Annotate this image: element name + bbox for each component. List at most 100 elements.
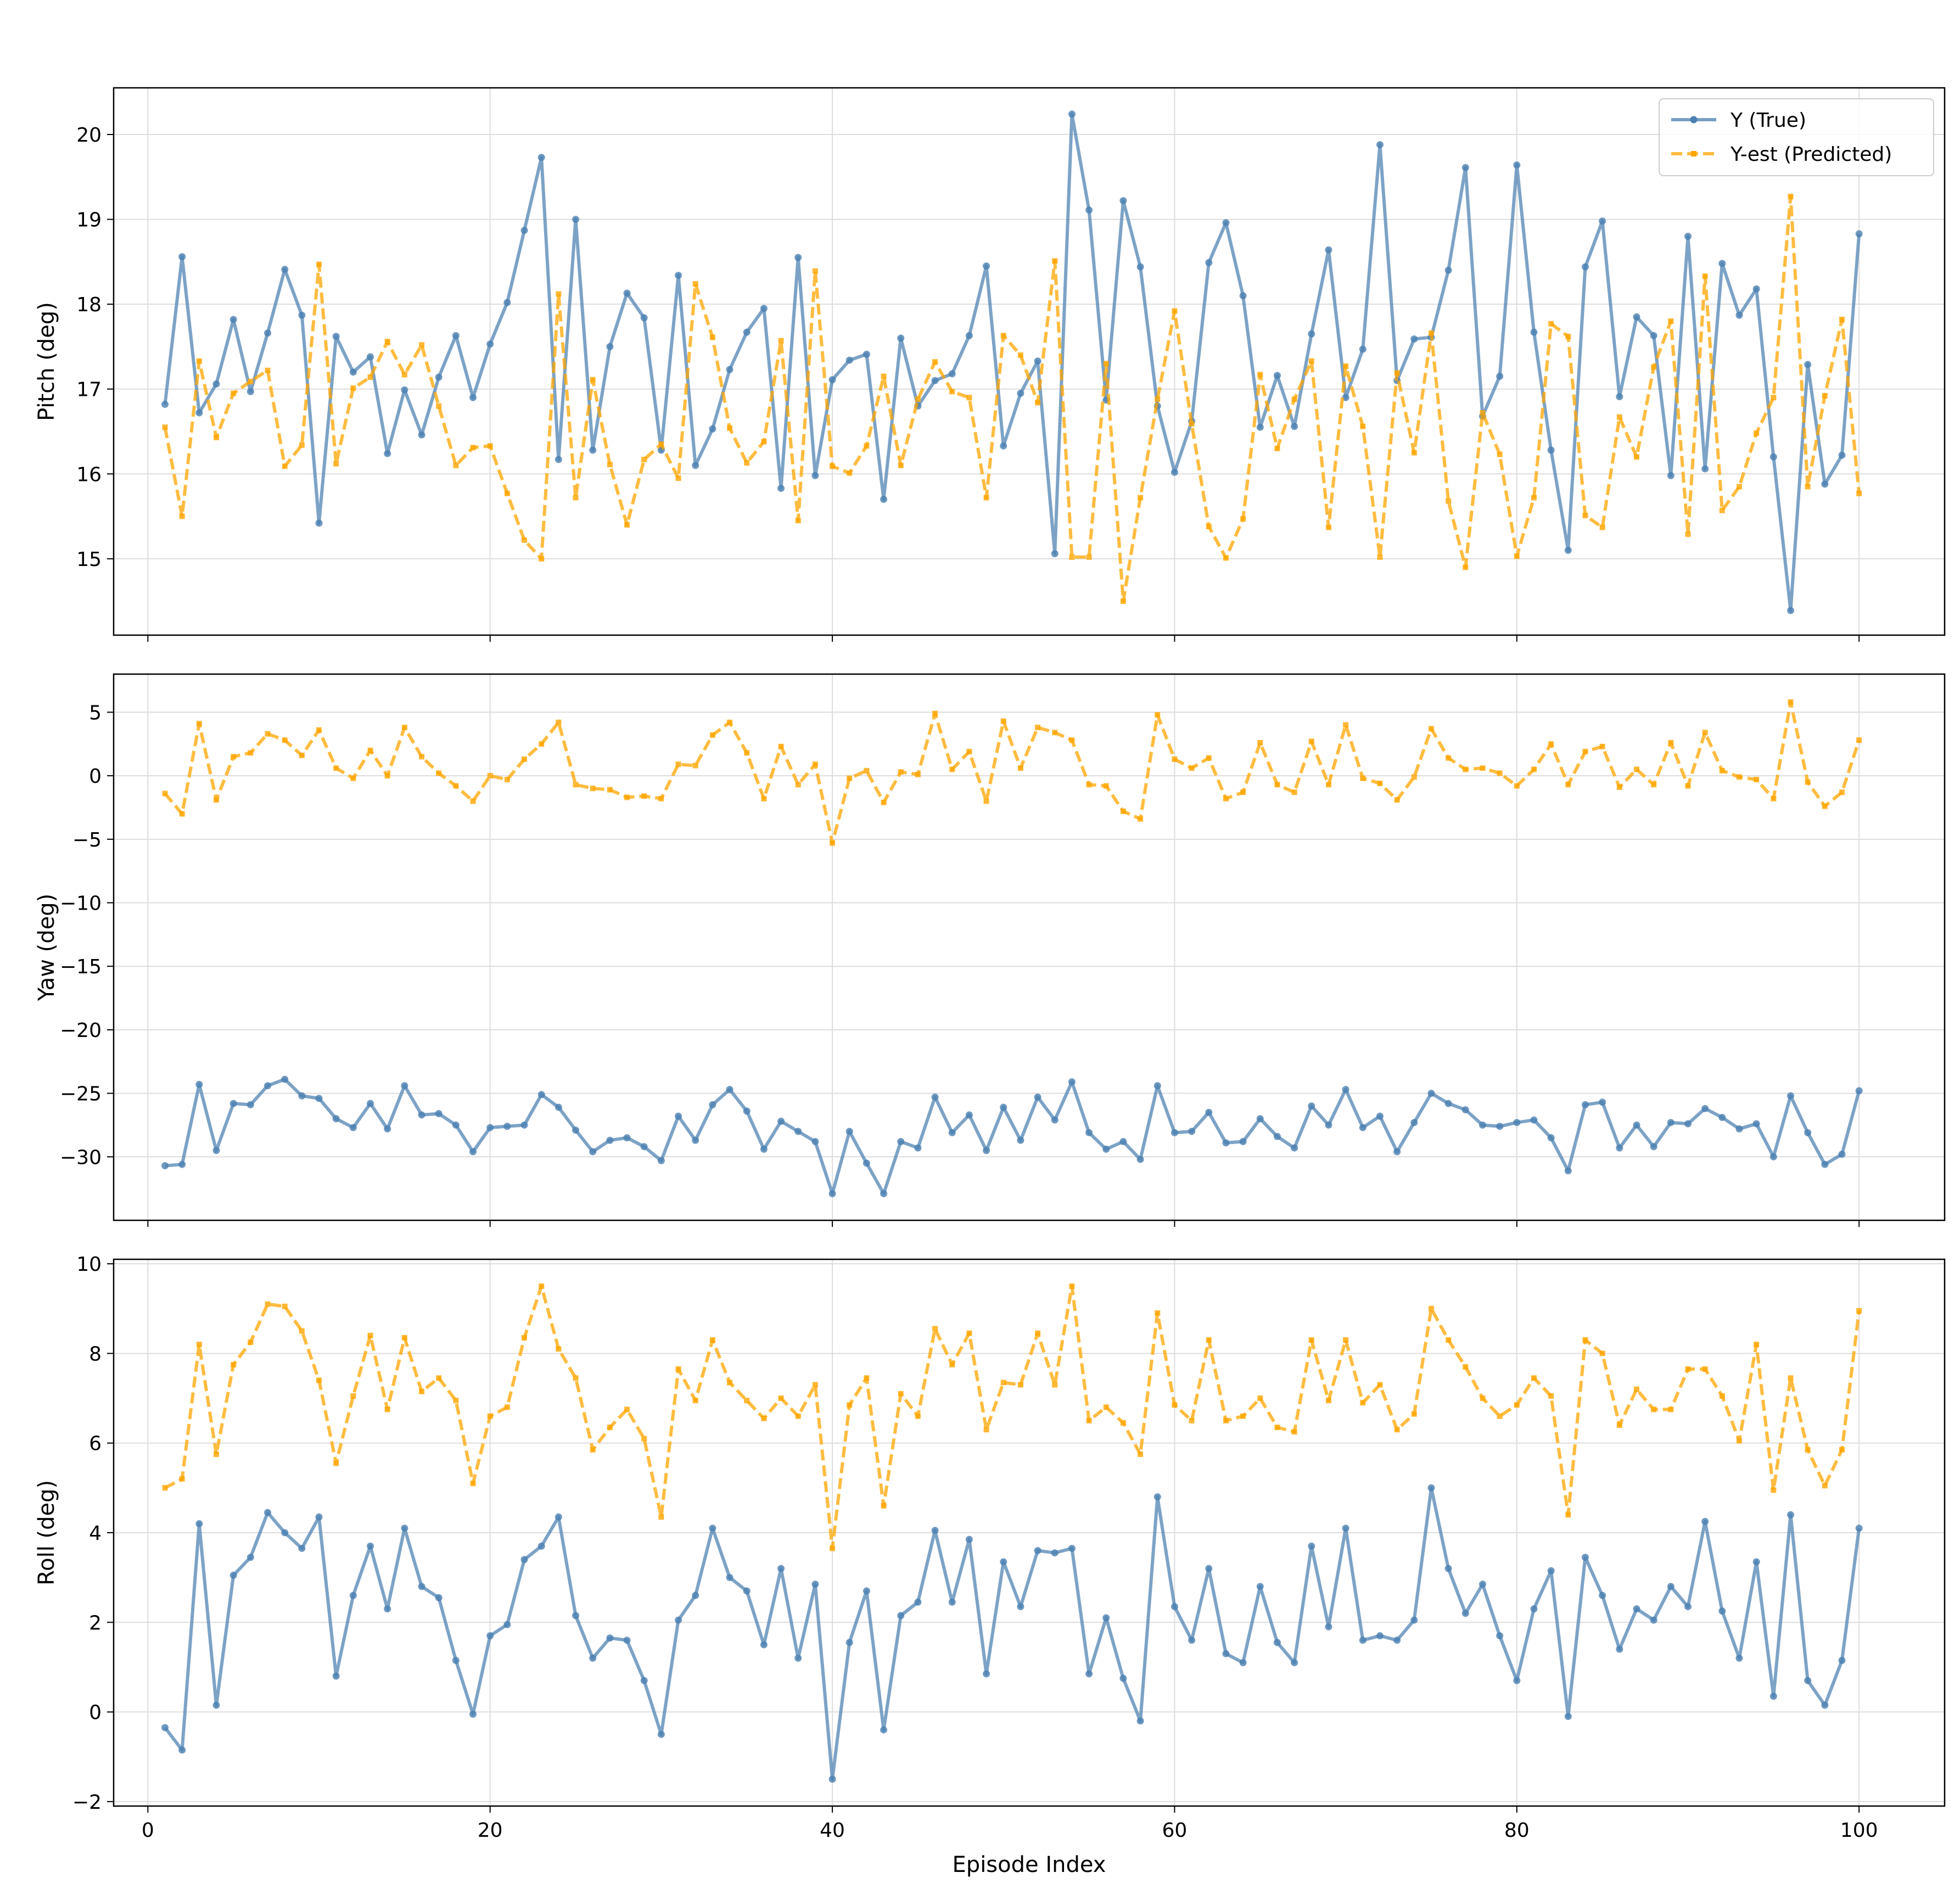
pred-point	[864, 767, 870, 773]
pred-point	[1206, 755, 1212, 761]
pred-point	[675, 761, 681, 767]
pred-point	[795, 518, 801, 524]
pred-point	[1411, 450, 1417, 456]
true-point	[367, 1542, 374, 1550]
pred-point	[1616, 1422, 1622, 1428]
true-point	[298, 1092, 306, 1100]
true-point	[897, 334, 905, 342]
pred-point	[282, 737, 288, 743]
true-point	[1581, 1101, 1589, 1108]
pred-point	[692, 763, 698, 769]
legend: Y (True) Y-est (Predicted)	[1659, 98, 1934, 176]
true-point	[1102, 1145, 1110, 1153]
pred-point	[1582, 513, 1588, 519]
true-point	[247, 1554, 254, 1561]
pred-point	[401, 725, 407, 731]
pred-point	[1548, 1393, 1554, 1399]
true-point	[520, 227, 528, 234]
pred-point	[1274, 445, 1280, 451]
pred-point	[1582, 1337, 1588, 1343]
pred-point	[1480, 765, 1486, 771]
true-point	[1496, 1632, 1504, 1640]
true-point	[828, 1775, 836, 1783]
true-point	[1000, 442, 1007, 450]
true-point	[555, 456, 562, 463]
pred-point	[214, 1451, 220, 1457]
true-point	[1085, 206, 1093, 214]
pred-point	[179, 1476, 185, 1482]
pred-point	[1308, 1337, 1314, 1343]
true-point	[777, 1118, 785, 1125]
pred-point	[573, 782, 579, 788]
pred-point	[367, 747, 373, 753]
pred-point	[1428, 1305, 1434, 1311]
true-point	[931, 1094, 939, 1101]
pred-point	[419, 754, 425, 760]
true-point	[880, 1190, 888, 1197]
true-point	[1000, 1103, 1007, 1111]
pred-point	[1822, 803, 1828, 809]
true-point	[914, 1144, 922, 1152]
pred-point	[675, 475, 681, 481]
y-tick-label: 5	[89, 702, 102, 724]
pred-point	[1103, 361, 1109, 367]
true-point	[264, 1509, 272, 1516]
pred-point	[1017, 765, 1023, 771]
pred-point	[539, 741, 545, 747]
pred-point	[1531, 1375, 1537, 1381]
pred-point	[830, 840, 836, 846]
true-point	[709, 425, 716, 433]
pred-point	[470, 445, 476, 451]
pred-point	[898, 769, 904, 775]
pred-point	[179, 811, 185, 817]
true-point	[315, 1095, 323, 1102]
true-point	[1547, 446, 1555, 454]
pred-point	[522, 1335, 528, 1341]
true-point	[589, 1655, 597, 1662]
pred-point	[675, 1366, 681, 1372]
true-point	[983, 262, 990, 270]
pred-point	[556, 719, 562, 725]
pred-point	[350, 385, 356, 391]
true-point	[1701, 465, 1709, 473]
true-series-line	[165, 1078, 1861, 1196]
pred-point	[1754, 777, 1760, 783]
pred-point	[1103, 1404, 1109, 1410]
true-point	[1718, 1607, 1726, 1615]
pred-point	[1343, 1337, 1349, 1343]
true-point	[1359, 1124, 1367, 1131]
pred-point	[1155, 1310, 1161, 1316]
pred-point	[333, 765, 339, 771]
pred-point	[1565, 1512, 1571, 1518]
true-point	[435, 1110, 443, 1118]
pred-point	[1480, 410, 1486, 416]
true-point	[555, 1513, 562, 1521]
true-point	[709, 1524, 716, 1532]
true-point	[1342, 394, 1349, 401]
pred-point	[1360, 1400, 1366, 1406]
pred-point	[1000, 718, 1006, 724]
pred-point	[761, 439, 767, 445]
pred-point	[1839, 1447, 1845, 1453]
pred-point	[949, 1361, 955, 1367]
true-point	[1855, 230, 1863, 238]
x-tick-label: 80	[1504, 1819, 1530, 1842]
pred-point	[1138, 495, 1144, 501]
true-point	[1393, 1148, 1401, 1156]
true-point	[1256, 1583, 1264, 1590]
y-tick-label: 10	[76, 1253, 102, 1276]
pred-point	[1428, 726, 1434, 732]
true-point	[1034, 1094, 1041, 1101]
true-point	[726, 366, 733, 373]
pred-point	[864, 1375, 870, 1381]
pred-point	[1497, 1413, 1503, 1419]
pred-point	[265, 367, 271, 373]
pred-point	[316, 1377, 322, 1383]
true-point	[435, 1594, 443, 1601]
true-point	[1291, 423, 1298, 430]
pred-point	[299, 1328, 305, 1334]
pred-point	[1325, 1398, 1331, 1404]
pred-point	[1377, 781, 1383, 786]
pred-point	[1805, 779, 1811, 785]
true-point	[1342, 1524, 1349, 1532]
